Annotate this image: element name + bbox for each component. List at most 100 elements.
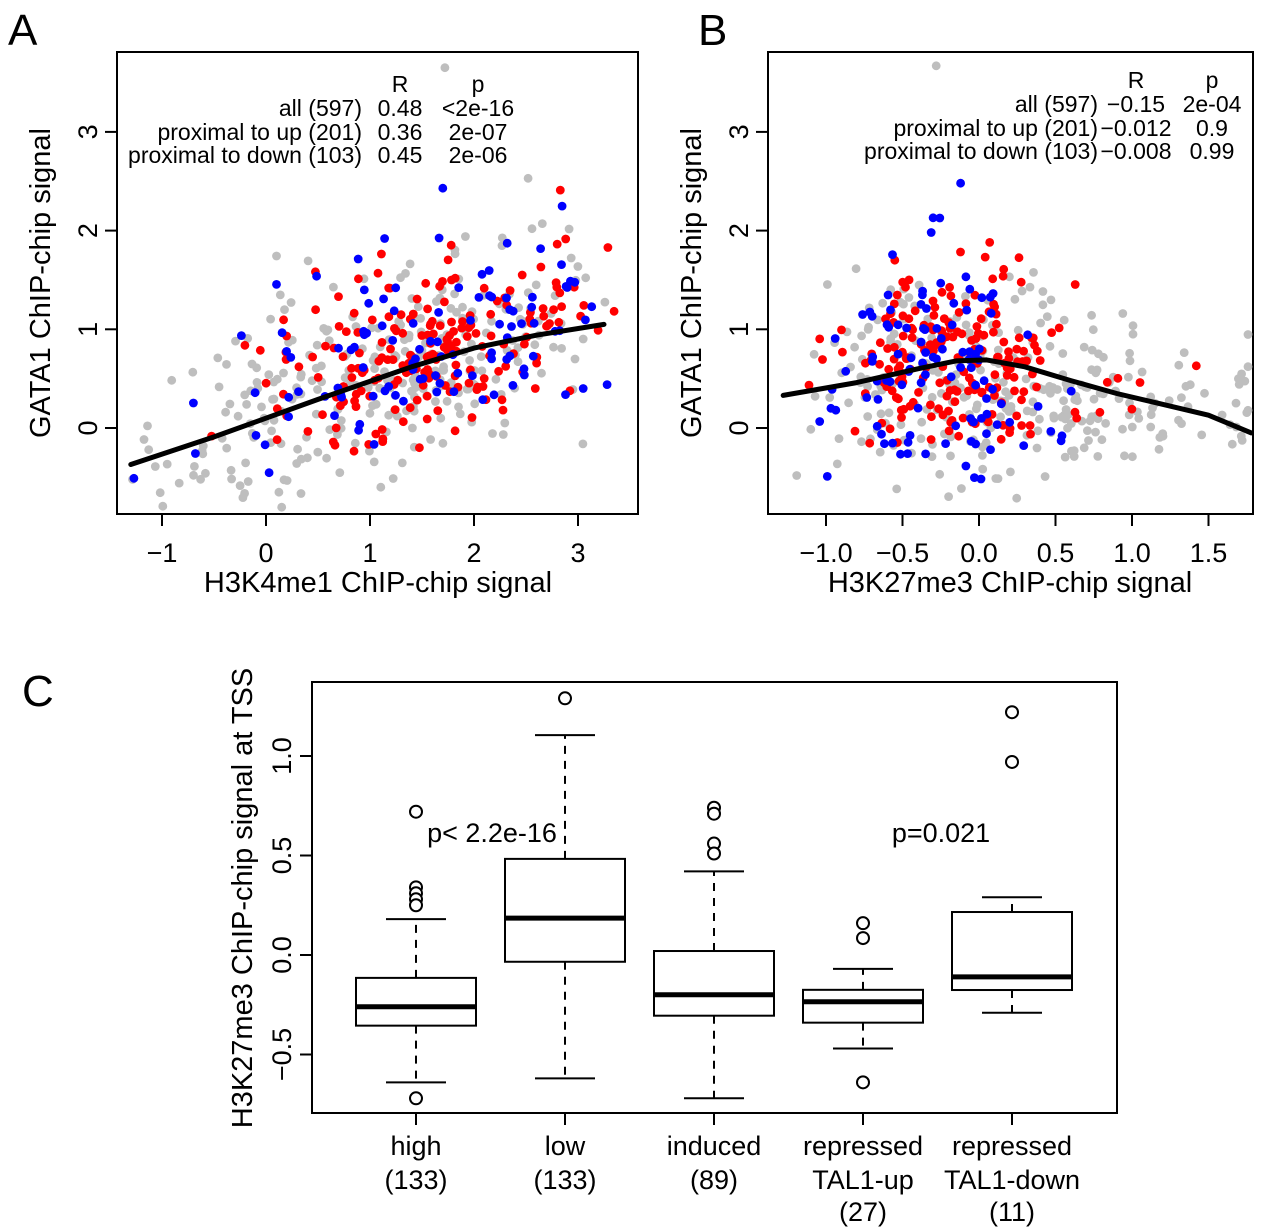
- scatter-point: [887, 386, 897, 396]
- scatter-point: [1033, 426, 1043, 436]
- scatter-point: [897, 413, 906, 422]
- scatter-point: [892, 484, 902, 494]
- scatter-point: [961, 299, 971, 308]
- scatter-point: [1095, 407, 1105, 417]
- scatter-point: [944, 492, 953, 501]
- scatter-point: [954, 308, 964, 317]
- scatter-point: [979, 330, 989, 340]
- scatter-point: [1060, 452, 1070, 462]
- scatter-point: [519, 364, 529, 374]
- scatter-point: [275, 290, 285, 300]
- scatter-point: [528, 351, 538, 361]
- scatter-point: [355, 348, 364, 358]
- scatter-point: [479, 374, 489, 383]
- scatter-point: [875, 447, 885, 457]
- scatter-point: [497, 395, 507, 405]
- scatter-point: [470, 399, 480, 409]
- scatter-point: [155, 488, 165, 498]
- scatter-point: [312, 340, 322, 350]
- scatter-point: [1125, 356, 1135, 366]
- scatter-point: [809, 349, 819, 359]
- scatter-point: [426, 336, 435, 346]
- legend-b-row-up-label: proximal to up (201): [893, 115, 1098, 141]
- panel-a-legend: R p all (597) 0.48 <2e-16 proximal to up…: [128, 71, 514, 168]
- scatter-point: [976, 474, 986, 484]
- scatter-point: [1118, 424, 1127, 434]
- scatter-point: [1049, 411, 1059, 421]
- scatter-point: [443, 255, 453, 265]
- scatter-point: [1046, 295, 1056, 305]
- scatter-point: [303, 256, 313, 266]
- scatter-point: [1125, 348, 1134, 358]
- outlier-point: [1005, 754, 1019, 769]
- scatter-point: [241, 458, 251, 468]
- outlier-point: [1005, 705, 1019, 720]
- scatter-point: [561, 390, 570, 399]
- scatter-point: [978, 442, 987, 452]
- scatter-point: [1135, 378, 1145, 387]
- legend-b-row-all-p: 2e-04: [1183, 91, 1242, 117]
- scatter-point: [863, 382, 872, 391]
- scatter-point: [552, 239, 562, 249]
- scatter-point: [988, 384, 997, 394]
- scatter-point: [921, 348, 930, 357]
- scatter-point: [587, 302, 597, 312]
- scatter-point: [1059, 315, 1069, 325]
- scatter-point: [370, 364, 379, 373]
- scatter-point: [554, 317, 564, 327]
- legend-b-row-down-r: −0.008: [1101, 138, 1172, 164]
- scatter-point: [993, 474, 1003, 483]
- scatter-point: [1128, 329, 1138, 339]
- scatter-point: [467, 413, 477, 422]
- scatter-point: [457, 323, 467, 333]
- scatter-point: [517, 319, 526, 328]
- scatter-point: [188, 367, 198, 377]
- scatter-point: [1185, 380, 1195, 390]
- scatter-point: [862, 393, 872, 402]
- legend-a-row-up-label: proximal to up (201): [157, 119, 362, 145]
- scatter-point: [485, 291, 494, 301]
- scatter-point: [822, 472, 832, 481]
- scatter-point: [1006, 467, 1015, 477]
- scatter-point: [335, 468, 345, 477]
- scatter-point: [1032, 443, 1042, 453]
- scatter-point: [1010, 294, 1020, 304]
- y-tick-label: 1: [73, 322, 103, 337]
- scatter-point: [431, 397, 440, 406]
- panel-a-xaxis-title: H3K4me1 ChIP-chip signal: [204, 567, 552, 599]
- scatter-point: [1035, 356, 1045, 365]
- scatter-point: [286, 353, 296, 362]
- scatter-point: [927, 392, 937, 402]
- scatter-point: [1019, 441, 1029, 450]
- scatter-point: [377, 321, 387, 331]
- scatter-point: [988, 274, 998, 284]
- scatter-point: [1087, 365, 1096, 375]
- scatter-point: [412, 294, 422, 304]
- scatter-point: [1017, 286, 1027, 296]
- scatter-point: [907, 333, 917, 342]
- scatter-point: [557, 260, 566, 269]
- scatter-point: [938, 344, 947, 354]
- scatter-point: [913, 403, 923, 413]
- scatter-point: [530, 384, 540, 393]
- scatter-point: [996, 412, 1005, 422]
- scatter-point: [838, 347, 847, 357]
- scatter-point: [468, 371, 477, 381]
- scatter-point: [277, 502, 287, 512]
- scatter-point: [961, 461, 971, 471]
- legend-a-row-up-r: 0.36: [378, 119, 423, 145]
- scatter-point: [935, 469, 945, 479]
- scatter-point: [129, 473, 139, 483]
- scatter-point: [371, 399, 381, 409]
- scatter-point: [237, 331, 246, 340]
- scatter-point: [946, 451, 955, 461]
- scatter-point: [950, 397, 960, 407]
- scatter-point: [982, 429, 991, 439]
- scatter-point: [926, 228, 936, 237]
- scatter-point: [815, 334, 825, 344]
- scatter-point: [255, 345, 265, 355]
- scatter-point: [293, 444, 302, 454]
- legend-b-row-up-r: −0.012: [1101, 115, 1172, 141]
- panel-a-axes: −1 0 1 2 3 0 1 2 3: [73, 124, 586, 568]
- scatter-point: [500, 418, 510, 428]
